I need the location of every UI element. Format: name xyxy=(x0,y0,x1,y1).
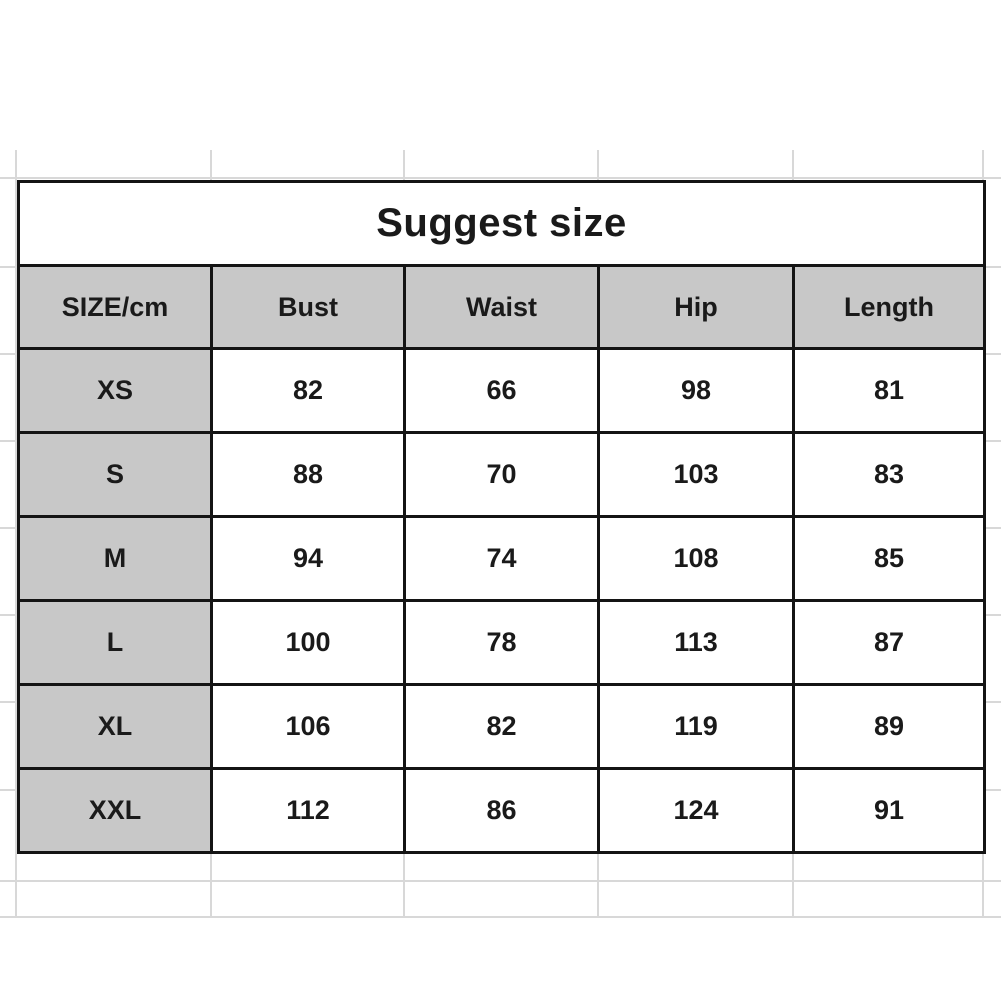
size-label: S xyxy=(17,431,213,518)
table-row-xxl: XXL 112 86 124 91 xyxy=(17,767,986,854)
column-header-hip: Hip xyxy=(597,264,795,350)
waist-value: 82 xyxy=(403,683,600,770)
bust-value: 112 xyxy=(210,767,406,854)
length-value: 83 xyxy=(792,431,986,518)
size-label: XL xyxy=(17,683,213,770)
hip-value: 124 xyxy=(597,767,795,854)
hip-value: 108 xyxy=(597,515,795,602)
table-row-xl: XL 106 82 119 89 xyxy=(17,683,986,770)
waist-value: 86 xyxy=(403,767,600,854)
length-value: 87 xyxy=(792,599,986,686)
length-value: 91 xyxy=(792,767,986,854)
spreadsheet-gridline xyxy=(0,880,1001,882)
spreadsheet-gridline xyxy=(15,150,17,918)
column-header-bust: Bust xyxy=(210,264,406,350)
size-label: XS xyxy=(17,347,213,434)
hip-value: 103 xyxy=(597,431,795,518)
size-chart-table: Suggest size SIZE/cm Bust Waist Hip Leng… xyxy=(17,180,986,854)
table-row-xs: XS 82 66 98 81 xyxy=(17,347,986,434)
spreadsheet-gridline xyxy=(0,916,1001,918)
bust-value: 94 xyxy=(210,515,406,602)
bust-value: 100 xyxy=(210,599,406,686)
column-header-length: Length xyxy=(792,264,986,350)
table-title-row: Suggest size xyxy=(17,180,986,267)
table-header-row: SIZE/cm Bust Waist Hip Length xyxy=(17,264,986,350)
hip-value: 98 xyxy=(597,347,795,434)
table-row-m: M 94 74 108 85 xyxy=(17,515,986,602)
waist-value: 78 xyxy=(403,599,600,686)
size-label: XXL xyxy=(17,767,213,854)
table-title: Suggest size xyxy=(17,180,986,267)
table-row-l: L 100 78 113 87 xyxy=(17,599,986,686)
length-value: 85 xyxy=(792,515,986,602)
waist-value: 70 xyxy=(403,431,600,518)
length-value: 89 xyxy=(792,683,986,770)
table-row-s: S 88 70 103 83 xyxy=(17,431,986,518)
bust-value: 88 xyxy=(210,431,406,518)
waist-value: 74 xyxy=(403,515,600,602)
size-label: L xyxy=(17,599,213,686)
spreadsheet-gridline xyxy=(0,177,1001,179)
length-value: 81 xyxy=(792,347,986,434)
column-header-waist: Waist xyxy=(403,264,600,350)
column-header-size: SIZE/cm xyxy=(17,264,213,350)
bust-value: 82 xyxy=(210,347,406,434)
waist-value: 66 xyxy=(403,347,600,434)
hip-value: 119 xyxy=(597,683,795,770)
hip-value: 113 xyxy=(597,599,795,686)
bust-value: 106 xyxy=(210,683,406,770)
size-label: M xyxy=(17,515,213,602)
